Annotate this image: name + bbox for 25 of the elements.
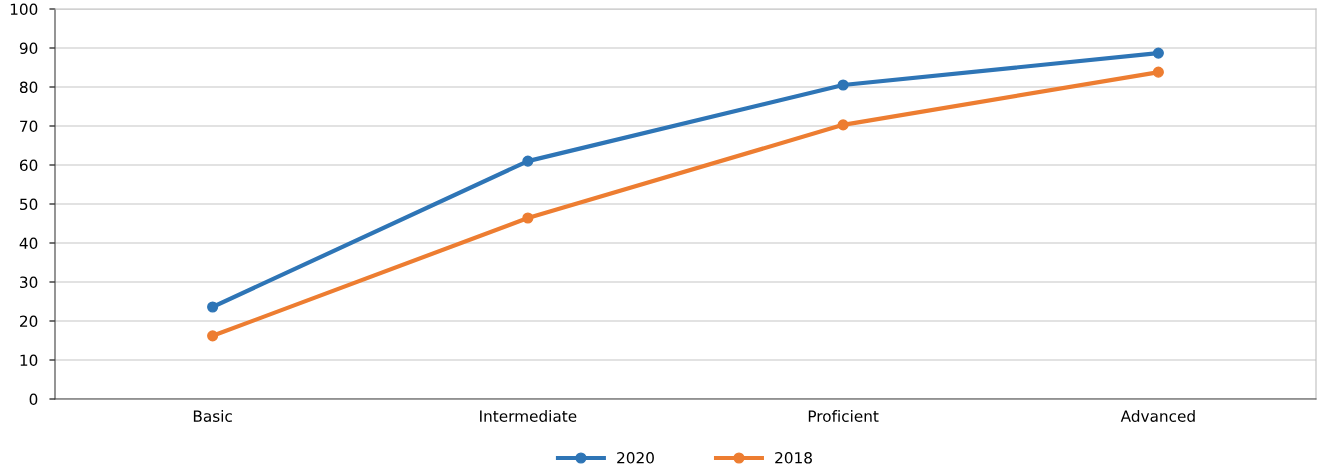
- point: [837, 119, 849, 131]
- legend-label: 2020: [617, 452, 654, 464]
- point: [207, 330, 219, 342]
- point: [1152, 47, 1164, 59]
- point: [207, 301, 219, 313]
- y-tick-label: 40: [19, 237, 38, 250]
- y-tick-label: 30: [20, 276, 38, 289]
- y-tick-label: 20: [20, 315, 38, 328]
- y-tick-label: 80: [19, 81, 38, 94]
- x-tick-label: Advanced: [1120, 410, 1195, 422]
- y-tick-label: 100: [10, 3, 38, 16]
- y-tick-label: 60: [19, 159, 38, 172]
- x-tick-label: Basic: [193, 410, 232, 422]
- point: [522, 212, 534, 224]
- point: [837, 79, 849, 91]
- point: [522, 155, 534, 167]
- point: [1152, 66, 1164, 78]
- y-tick-label: 0: [29, 393, 38, 406]
- y-tick-label: 70: [20, 120, 38, 133]
- y-tick-label: 90: [19, 42, 38, 55]
- y-tick-label: 50: [20, 198, 38, 211]
- x-tick-label: Intermediate: [480, 410, 577, 422]
- x-tick-label: Proficient: [808, 410, 879, 422]
- legend-label: 2018: [775, 452, 812, 464]
- y-tick-label: 10: [20, 354, 38, 367]
